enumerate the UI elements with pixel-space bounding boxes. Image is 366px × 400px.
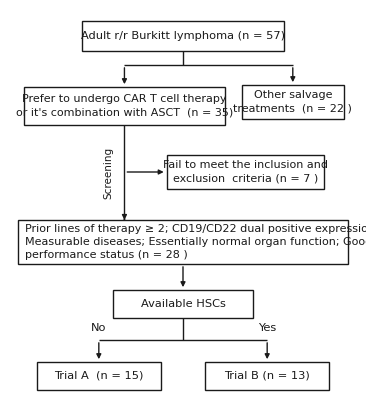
Text: Trial B (n = 13): Trial B (n = 13) <box>224 371 310 381</box>
FancyBboxPatch shape <box>242 85 344 119</box>
FancyBboxPatch shape <box>24 87 225 125</box>
FancyBboxPatch shape <box>18 220 348 264</box>
FancyBboxPatch shape <box>82 21 284 51</box>
Text: Prefer to undergo CAR T cell therapy
or it's combination with ASCT  (n = 35): Prefer to undergo CAR T cell therapy or … <box>16 94 233 118</box>
Text: Yes: Yes <box>258 323 276 333</box>
Text: No: No <box>91 323 107 333</box>
FancyBboxPatch shape <box>205 362 329 390</box>
FancyBboxPatch shape <box>167 155 324 189</box>
Text: Other salvage
treatments  (n = 22 ): Other salvage treatments (n = 22 ) <box>234 90 352 114</box>
FancyBboxPatch shape <box>113 290 253 318</box>
Text: Available HSCs: Available HSCs <box>141 299 225 309</box>
Text: Prior lines of therapy ≥ 2; CD19/CD22 dual positive expression;
Measurable disea: Prior lines of therapy ≥ 2; CD19/CD22 du… <box>25 224 366 260</box>
Text: Screening: Screening <box>103 146 113 198</box>
Text: Adult r/r Burkitt lymphoma (n = 57): Adult r/r Burkitt lymphoma (n = 57) <box>81 31 285 41</box>
FancyBboxPatch shape <box>37 362 161 390</box>
Text: Fail to meet the inclusion and
exclusion  criteria (n = 7 ): Fail to meet the inclusion and exclusion… <box>163 160 328 184</box>
Text: Trial A  (n = 15): Trial A (n = 15) <box>54 371 143 381</box>
